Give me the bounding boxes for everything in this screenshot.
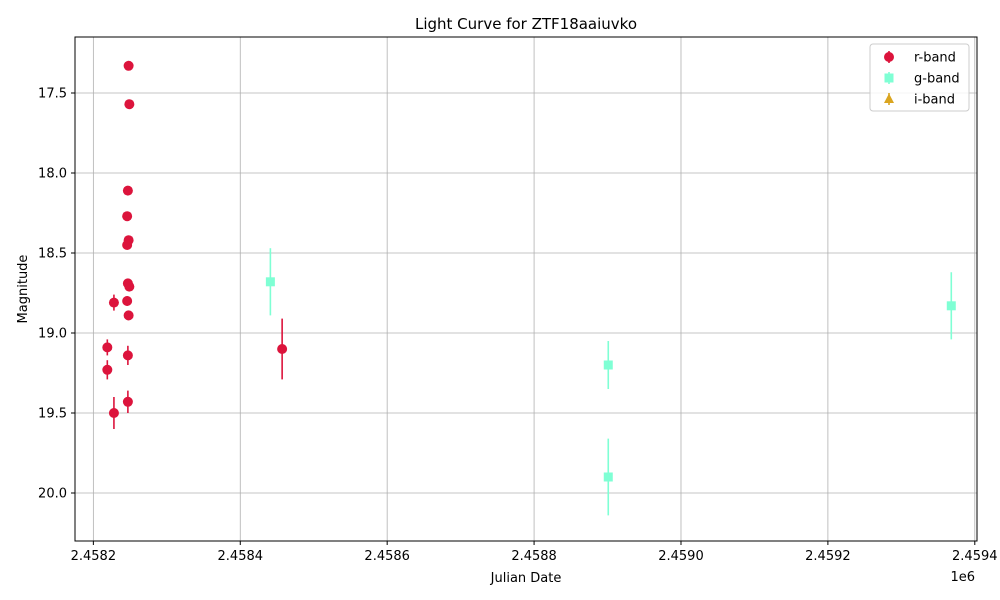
data-point xyxy=(108,408,119,418)
y-tick-label: 19.0 xyxy=(38,327,67,342)
data-point xyxy=(108,297,119,308)
y-tick-label: 20.0 xyxy=(38,487,67,502)
data-point xyxy=(122,396,133,407)
data-point xyxy=(277,344,288,354)
data-point xyxy=(122,350,133,361)
series-r-band xyxy=(102,60,288,429)
data-point xyxy=(122,185,133,196)
x-tick-label: 2.4592 xyxy=(805,549,851,564)
data-point xyxy=(603,472,613,482)
plot-area xyxy=(102,60,956,516)
x-tick-label: 2.4590 xyxy=(658,549,704,564)
legend-label: r-band xyxy=(914,51,956,66)
y-axis-label: Magnitude xyxy=(16,255,31,324)
x-tick-label: 2.4582 xyxy=(71,549,117,564)
legend: r-band g-band i-band xyxy=(869,43,970,112)
x-axis-offset-label: 1e6 xyxy=(950,570,975,585)
x-tick-label: 2.4584 xyxy=(218,549,264,564)
data-point xyxy=(102,342,113,353)
data-point xyxy=(603,360,613,370)
x-tick-label: 2.4588 xyxy=(511,549,557,564)
legend-marker xyxy=(884,93,894,103)
legend-label: i-band xyxy=(914,93,955,108)
y-tick-label: 19.5 xyxy=(38,407,67,422)
data-point xyxy=(122,240,133,250)
data-point xyxy=(123,310,134,321)
legend-label: g-band xyxy=(914,72,960,87)
y-tick-label: 18.0 xyxy=(38,167,67,182)
data-point xyxy=(265,277,275,287)
legend-item-g-band: g-band xyxy=(884,72,960,87)
data-point xyxy=(122,211,133,222)
x-tick-label: 2.4586 xyxy=(364,549,410,564)
data-point xyxy=(122,296,133,306)
y-axis-ticks: 17.5 18.0 18.5 19.0 19.5 20.0 xyxy=(38,87,75,502)
data-point xyxy=(102,364,113,375)
legend-marker xyxy=(884,73,894,83)
grid-lines xyxy=(75,37,977,541)
legend-item-r-band: r-band xyxy=(884,51,956,66)
x-axis-label: Julian Date xyxy=(490,571,562,586)
x-tick-label: 2.4594 xyxy=(952,549,998,564)
data-point xyxy=(123,60,134,71)
data-point xyxy=(124,281,135,292)
legend-box xyxy=(869,43,970,112)
y-tick-label: 18.5 xyxy=(38,247,67,262)
y-tick-label: 17.5 xyxy=(38,87,67,102)
data-point xyxy=(946,301,956,311)
legend-marker xyxy=(884,52,894,62)
legend-item-i-band: i-band xyxy=(884,93,955,108)
x-axis-ticks: 2.4582 2.4584 2.4586 2.4588 2.4590 2.4592 2.45… xyxy=(71,541,998,564)
data-point xyxy=(124,99,135,110)
chart-title: Light Curve for ZTF18aaiuvko xyxy=(415,15,637,33)
axes-frame xyxy=(74,36,978,542)
series-g-band xyxy=(265,248,956,516)
